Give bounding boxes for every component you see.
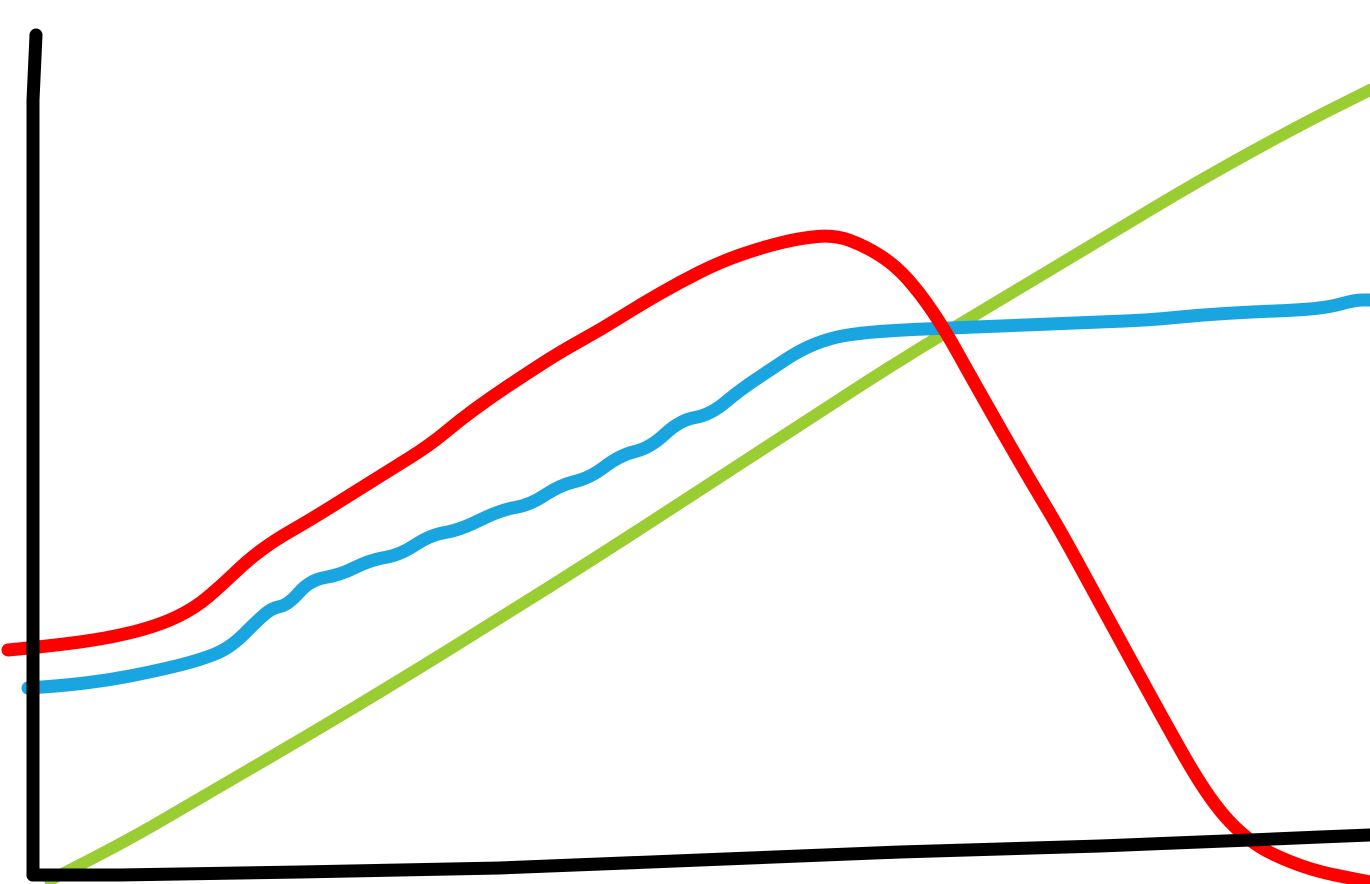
y-axis — [33, 35, 36, 875]
chart-background — [0, 0, 1370, 884]
line-chart — [0, 0, 1370, 884]
